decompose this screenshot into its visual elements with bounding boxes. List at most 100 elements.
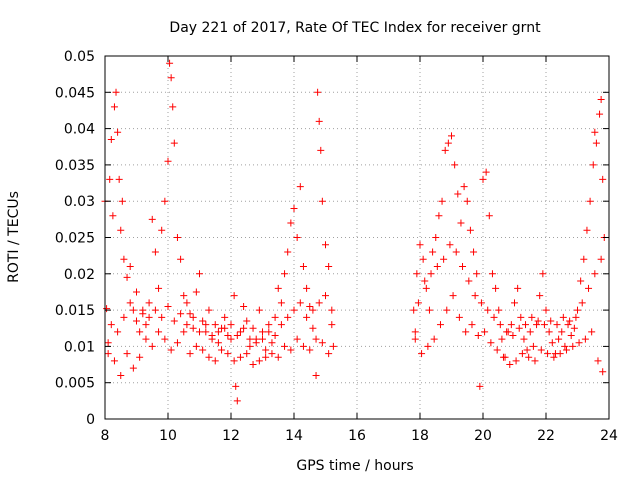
data-point (482, 168, 490, 176)
data-point (106, 175, 114, 183)
data-point (180, 292, 188, 300)
data-point (299, 342, 307, 350)
data-point (240, 302, 248, 310)
data-point (271, 313, 279, 321)
data-point (534, 317, 542, 325)
data-point (259, 328, 266, 336)
data-point (328, 321, 336, 329)
data-point (259, 335, 266, 343)
data-point (314, 88, 322, 96)
data-point (227, 335, 235, 343)
data-point (170, 139, 178, 147)
data-point (427, 270, 435, 278)
data-point (103, 305, 111, 313)
data-point (133, 317, 140, 325)
data-point (262, 353, 270, 361)
data-point (548, 339, 556, 347)
data-point (429, 248, 437, 256)
data-point (325, 350, 333, 358)
data-point (443, 306, 451, 314)
data-point (419, 255, 427, 263)
data-point (199, 346, 207, 354)
data-point (218, 346, 226, 354)
data-point (512, 357, 520, 365)
data-point (574, 306, 581, 314)
data-point (466, 226, 474, 234)
data-point (470, 248, 478, 256)
data-point (522, 321, 530, 329)
data-point (452, 248, 460, 256)
data-point (142, 321, 150, 329)
y-tick-label: 0 (86, 412, 95, 428)
data-point (514, 284, 522, 292)
data-point (578, 299, 586, 307)
data-point (249, 324, 257, 332)
data-point (158, 313, 166, 321)
data-point (114, 328, 122, 336)
data-point (569, 342, 577, 350)
data-point (155, 284, 163, 292)
data-point (123, 273, 131, 281)
data-point (566, 317, 574, 325)
data-point (597, 96, 605, 104)
data-point (594, 357, 602, 365)
data-point (433, 263, 441, 271)
data-point (104, 339, 112, 347)
data-point (221, 324, 229, 332)
data-point (224, 350, 232, 358)
data-point (262, 346, 270, 354)
data-point (312, 371, 320, 379)
data-point (277, 299, 285, 307)
data-point (303, 284, 311, 292)
y-tick-label: 0.04 (64, 122, 95, 138)
data-point (322, 241, 329, 249)
data-point (243, 350, 251, 358)
data-point (177, 310, 185, 318)
data-point (170, 317, 178, 325)
x-tick-label: 8 (101, 428, 110, 444)
data-point (591, 270, 599, 278)
y-tick-label: 0.02 (64, 267, 95, 283)
data-point (120, 255, 128, 263)
y-tick-label: 0.045 (55, 85, 95, 101)
data-point (421, 277, 429, 285)
data-point (214, 339, 222, 347)
data-point (173, 339, 181, 347)
data-point (515, 324, 523, 332)
data-point (432, 234, 440, 241)
data-point (189, 313, 197, 321)
data-point (148, 342, 156, 350)
x-axis-label: GPS time / hours (296, 458, 413, 474)
data-point (591, 128, 599, 136)
data-point (136, 353, 144, 361)
data-point (230, 357, 238, 365)
data-point (318, 197, 326, 205)
data-point (451, 161, 459, 169)
data-point (446, 241, 454, 249)
data-point (180, 328, 188, 336)
data-point (536, 292, 544, 300)
data-point (498, 335, 506, 343)
y-tick-label: 0.01 (64, 339, 95, 355)
data-point (317, 146, 325, 154)
data-point (114, 128, 122, 136)
data-point (529, 342, 537, 350)
data-point (236, 328, 244, 336)
data-point (284, 313, 292, 321)
data-point (550, 353, 558, 361)
data-point (416, 241, 424, 249)
data-point (148, 215, 156, 223)
data-point (465, 277, 473, 285)
data-point (559, 313, 567, 321)
data-point (199, 317, 207, 325)
data-point (542, 306, 550, 314)
data-point (588, 328, 596, 336)
data-point (155, 328, 163, 336)
x-tick-label: 18 (411, 428, 429, 444)
data-point (562, 346, 570, 354)
data-point (189, 324, 197, 332)
y-tick-label: 0.005 (55, 376, 95, 392)
data-point (440, 255, 448, 263)
x-tick-label: 22 (537, 428, 555, 444)
data-point (274, 284, 282, 292)
